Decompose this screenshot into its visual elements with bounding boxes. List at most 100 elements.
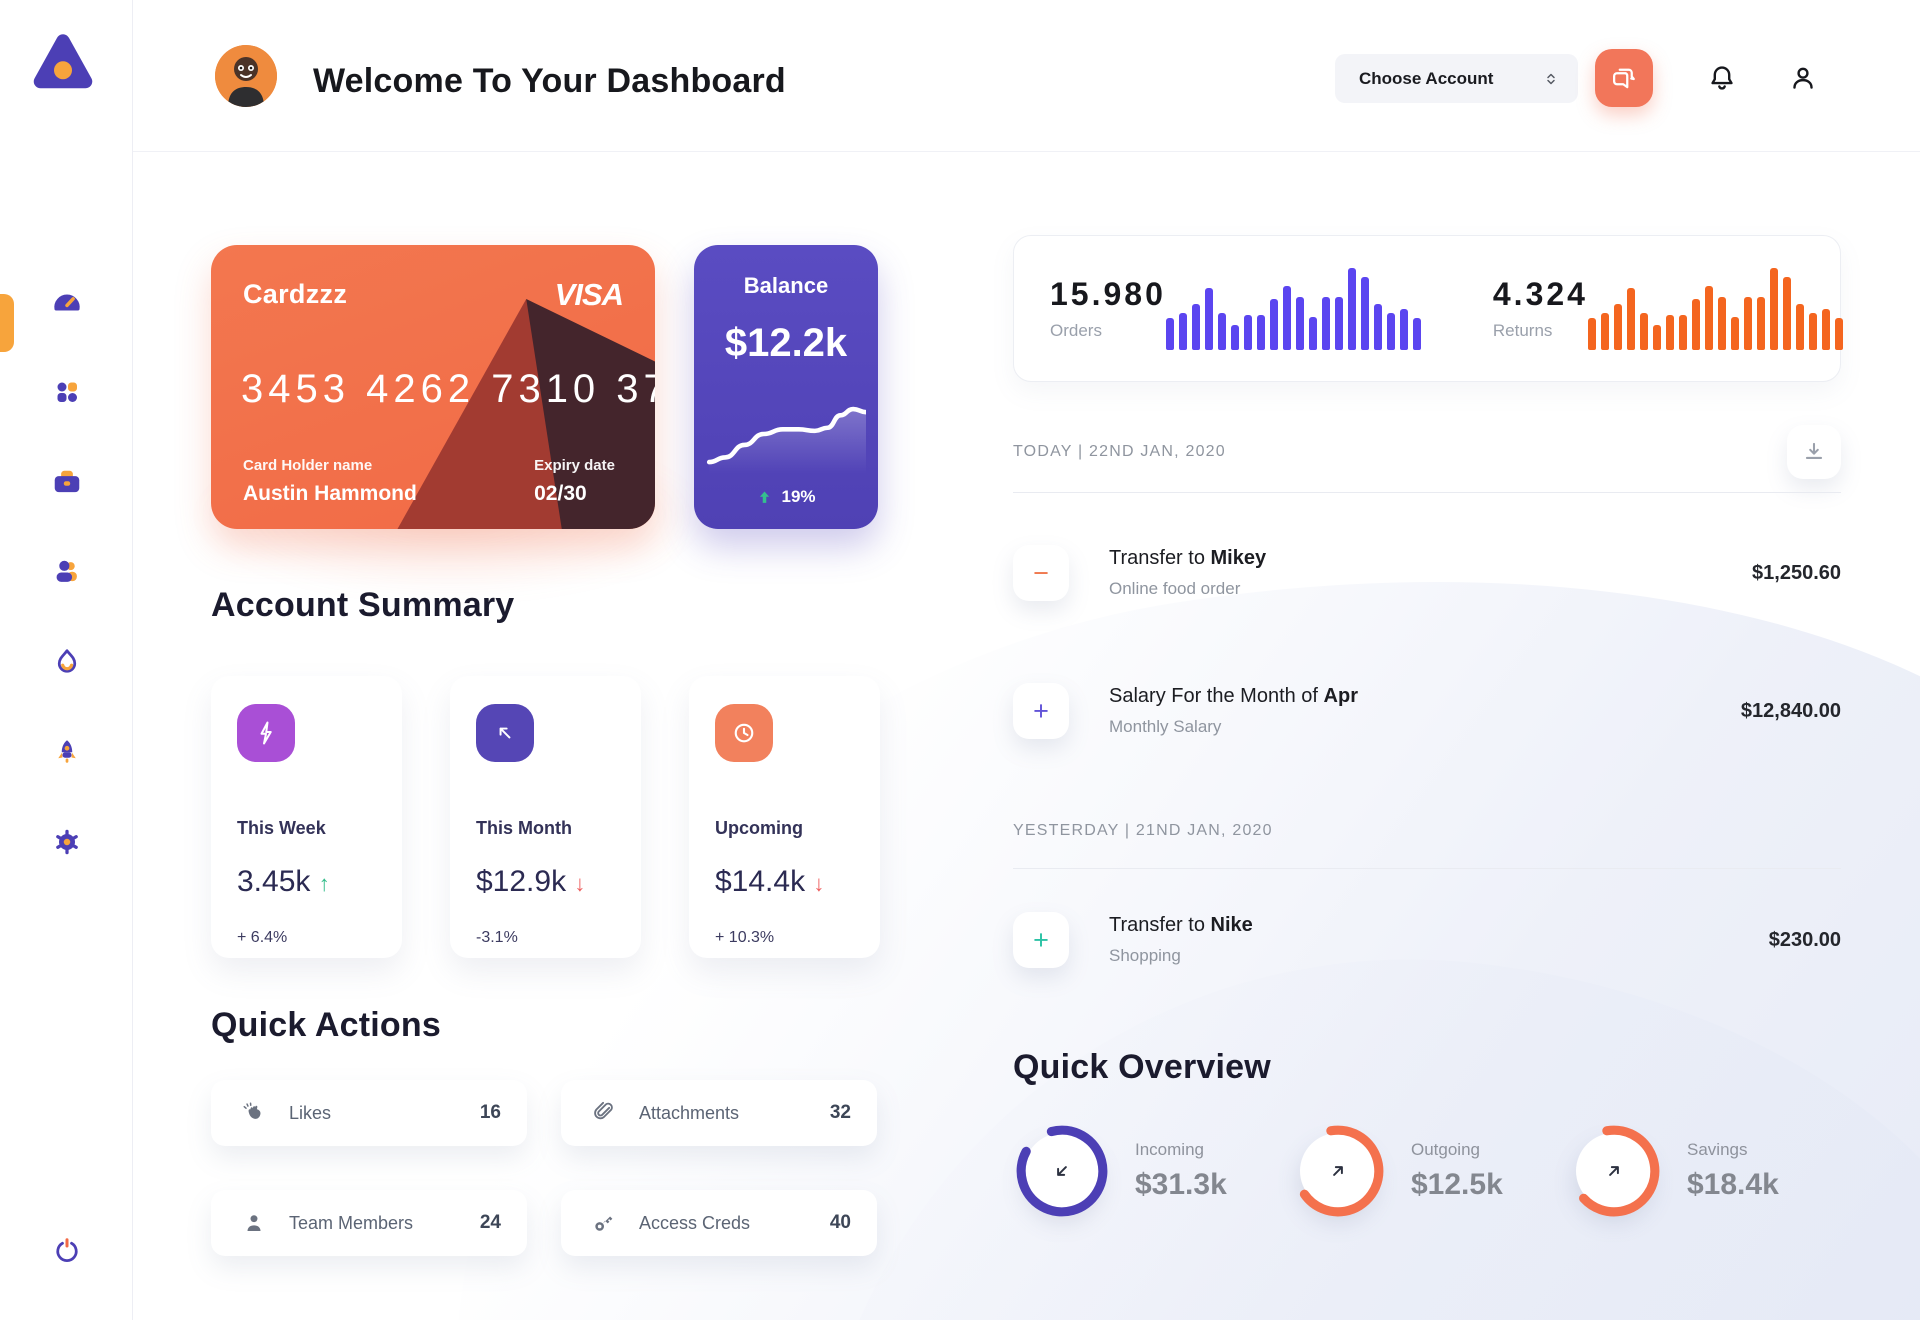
overview-savings: Savings $18.4k [1565, 1122, 1841, 1220]
quick-action-count: 24 [479, 1212, 501, 1233]
bar [1178, 313, 1187, 350]
quick-action-team-members[interactable]: Team Members 24 [211, 1190, 527, 1256]
orders-label: Orders [1050, 321, 1102, 340]
apps-grid-icon[interactable] [50, 375, 84, 409]
arrow-up-left-icon [476, 704, 534, 762]
summary-label: This Week [237, 818, 326, 838]
transaction-subtitle: Online food order [1109, 579, 1241, 598]
plus-sign-icon: + [1013, 912, 1069, 968]
bar [1834, 318, 1843, 350]
returns-bar-chart [1587, 267, 1843, 350]
profile-icon [1793, 67, 1813, 89]
returns-value: 4.324 [1492, 276, 1588, 312]
summary-card-this-month: This Month $12.9k ↓ -3.1% [450, 676, 641, 958]
transaction-subtitle: Monthly Salary [1109, 717, 1222, 736]
orders-returns-card: 15.980 Orders 4.324 Returns [1013, 235, 1843, 382]
overview-incoming: Incoming $31.3k [1013, 1122, 1289, 1220]
bar [1808, 313, 1817, 350]
bar [1665, 315, 1674, 350]
bar [1652, 324, 1661, 350]
quick-action-likes[interactable]: Likes 16 [211, 1080, 527, 1146]
bar [1386, 313, 1395, 350]
users-icon[interactable] [50, 555, 84, 589]
briefcase-icon[interactable] [50, 465, 84, 499]
quick-overview-title: Quick Overview [1013, 1048, 1271, 1086]
account-select[interactable]: Choose Account [1335, 54, 1578, 103]
quick-action-label: Attachments [639, 1102, 740, 1123]
dashboard-icon[interactable] [50, 285, 84, 319]
savings-progress-ring [1565, 1122, 1663, 1220]
active-nav-indicator [0, 294, 14, 352]
overview-outgoing: Outgoing $12.5k [1289, 1122, 1565, 1220]
bar [1626, 288, 1635, 350]
bar [1230, 324, 1239, 350]
lightning-icon [237, 704, 295, 762]
flame-icon[interactable] [50, 645, 84, 679]
member-icon [247, 1215, 261, 1232]
rocket-icon[interactable] [50, 735, 84, 769]
overview-label: Incoming [1135, 1140, 1204, 1159]
chat-button[interactable] [1595, 49, 1653, 107]
transaction-title: Transfer to Nike [1109, 914, 1253, 936]
account-summary-cards: This Week 3.45k ↑ + 6.4% This Month $12.… [211, 676, 880, 958]
bar [1295, 297, 1304, 350]
arrow-up-right-icon [1333, 1166, 1343, 1176]
bar [1321, 297, 1330, 350]
balance-sparkline-chart [706, 395, 866, 473]
transactions-group-header: YESTERDAY | 21ND JAN, 2020 [1013, 822, 1841, 840]
transaction-row[interactable]: + Transfer to Nike Shopping $230.00 [1013, 912, 1841, 968]
divider [1013, 492, 1841, 493]
transaction-row[interactable]: + Salary For the Month of Apr Monthly Sa… [1013, 683, 1841, 739]
transaction-row[interactable]: − Transfer to Mikey Online food order $1… [1013, 545, 1841, 601]
bar [1191, 304, 1200, 350]
balance-card: Balance $12.2k 19% [694, 245, 878, 529]
summary-value: 3.45k ↑ [237, 865, 330, 898]
balance-value: $12.2k [724, 321, 848, 365]
bar [1308, 316, 1317, 350]
transactions-date-label: YESTERDAY | 21ND JAN, 2020 [1013, 822, 1273, 839]
card-holder-label: Card Holder name [243, 457, 373, 474]
credit-card: Cardzzz VISA 3453 4262 7310 3728 Card Ho… [211, 245, 655, 529]
card-expiry-label: Expiry date [534, 457, 615, 474]
orders-bar-chart [1165, 267, 1421, 350]
trend-up-arrow: ↑ [318, 871, 330, 896]
summary-percent: -3.1% [476, 929, 518, 946]
summary-value: $14.4k ↓ [715, 865, 825, 898]
transaction-title: Salary For the Month of Apr [1109, 685, 1358, 707]
quick-action-access-creds[interactable]: Access Creds 40 [561, 1190, 877, 1256]
notifications-button[interactable] [1700, 56, 1744, 100]
bar [1782, 277, 1791, 350]
download-icon [1805, 442, 1823, 459]
summary-percent: + 6.4% [237, 929, 288, 946]
summary-card-this-week: This Week 3.45k ↑ + 6.4% [211, 676, 402, 958]
quick-actions-grid: Likes 16 Attachments 32 Team Members 24 … [211, 1080, 877, 1256]
chevron-up-down-icon [1547, 73, 1555, 84]
bar [1373, 303, 1382, 350]
orders-stat: 15.980 Orders [1014, 236, 1457, 381]
transaction-title: Transfer to Mikey [1109, 547, 1267, 569]
download-button[interactable] [1787, 425, 1841, 479]
transactions-date-label: TODAY | 22ND JAN, 2020 [1013, 443, 1226, 460]
quick-action-attachments[interactable]: Attachments 32 [561, 1080, 877, 1146]
bar [1165, 318, 1174, 350]
trend-down-arrow: ↓ [813, 871, 825, 896]
profile-button[interactable] [1781, 56, 1825, 100]
bell-icon [1711, 66, 1733, 90]
sidebar-nav [0, 285, 133, 859]
bar [1769, 267, 1778, 350]
minus-sign-icon: − [1013, 545, 1069, 601]
card-holder-name: Austin Hammond [243, 482, 417, 505]
returns-label: Returns [1492, 321, 1553, 340]
quick-action-label: Access Creds [639, 1212, 751, 1233]
bar [1587, 318, 1596, 350]
bar [1704, 285, 1713, 350]
account-summary-title: Account Summary [211, 586, 515, 624]
logout-power-icon[interactable] [0, 1236, 133, 1266]
settings-gear-icon[interactable] [50, 825, 84, 859]
summary-percent: + 10.3% [715, 929, 775, 946]
card-number: 3453 4262 7310 3728 [241, 367, 655, 411]
bar [1360, 277, 1369, 350]
divider [1013, 868, 1841, 869]
summary-label: This Month [476, 818, 572, 838]
summary-label: Upcoming [715, 818, 803, 838]
